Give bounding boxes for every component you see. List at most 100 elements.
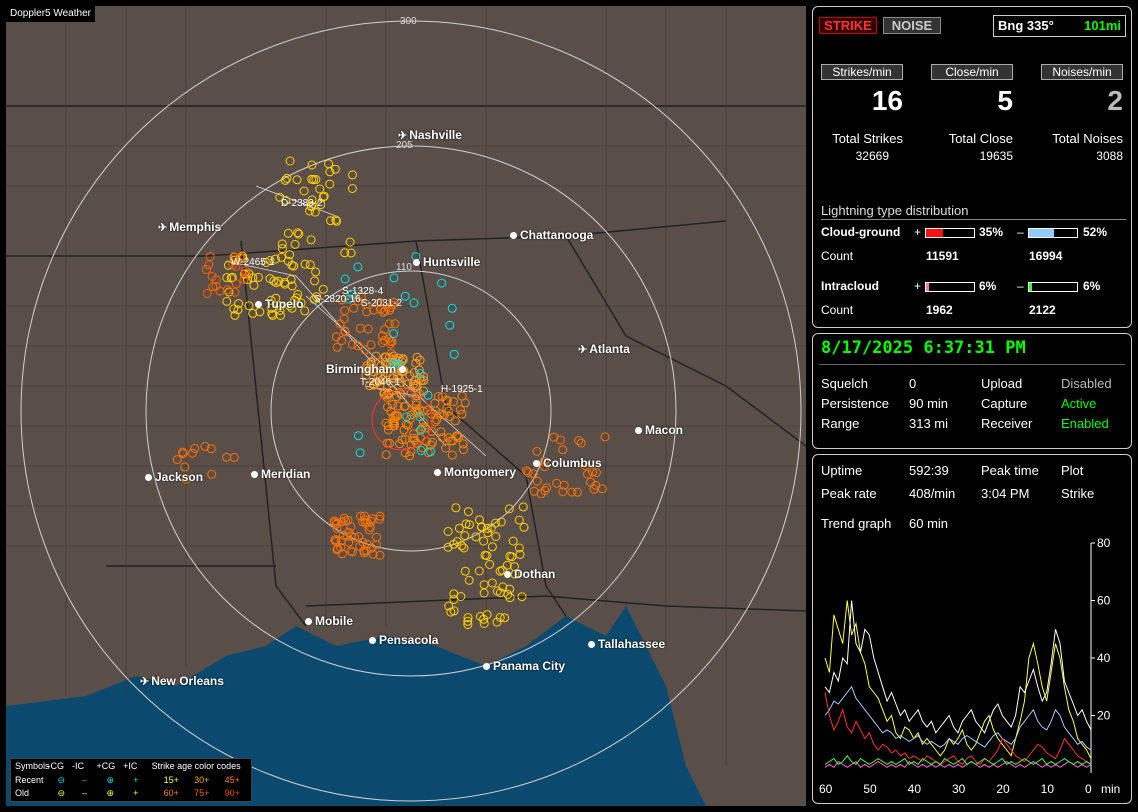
strike-marker	[418, 422, 428, 432]
legend-neg-ic: -IC	[72, 761, 85, 771]
strike-marker	[411, 400, 421, 410]
track-label[interactable]: D-2383-2	[281, 198, 323, 209]
strike-marker	[285, 156, 295, 166]
strike-marker	[443, 527, 453, 536]
strike-mode-button[interactable]: STRIKE	[819, 17, 877, 34]
strike-marker	[495, 566, 505, 576]
strike-marker	[400, 448, 410, 458]
range-rings	[20, 20, 802, 802]
track-label[interactable]: S-2820-16	[314, 294, 361, 305]
strike-marker	[202, 265, 211, 275]
strike-marker	[306, 235, 316, 245]
total-close-value: 19635	[979, 149, 1013, 163]
lightning-map[interactable]: Doppler5 Weather 300 205 110 ✈ Nashville …	[6, 6, 806, 806]
noise-mode-button[interactable]: NOISE	[883, 17, 941, 34]
strike-marker	[368, 364, 378, 374]
recent-strike-marker	[353, 262, 363, 272]
strike-marker	[347, 339, 357, 349]
strike-marker	[249, 280, 259, 290]
squelch-value: 0	[909, 376, 917, 391]
strike-marker	[280, 175, 290, 185]
strike-marker	[410, 406, 420, 416]
recent-strike-marker	[340, 274, 350, 284]
track-label[interactable]: T-2046-1	[360, 377, 401, 388]
strike-marker	[552, 478, 562, 488]
strike-marker	[479, 619, 489, 628]
trend-x-tick-label: 20	[996, 782, 1010, 796]
pos-cg-circle-icon: ⊕	[106, 775, 115, 785]
strike-marker	[463, 613, 473, 623]
persistence-value: 90 min	[909, 396, 949, 411]
trend-y-tick-label: 80	[1097, 537, 1111, 550]
trend-graph-value[interactable]: 60 min	[909, 516, 949, 531]
strike-marker	[390, 319, 400, 329]
ic-positive-bar	[925, 282, 975, 292]
capture-value[interactable]: Active	[1061, 396, 1097, 411]
strike-marker	[384, 388, 394, 398]
strike-marker	[391, 411, 401, 420]
strike-marker	[346, 546, 356, 556]
strike-markers	[172, 156, 610, 630]
strike-marker	[325, 179, 335, 189]
track-label[interactable]: W-2465-1	[231, 257, 275, 268]
neg-ic-dash-icon: –	[82, 775, 88, 785]
strike-marker	[491, 518, 501, 528]
strike-marker	[344, 527, 354, 537]
strike-marker	[293, 289, 303, 299]
city-dot-icon	[145, 474, 152, 482]
strike-marker	[362, 546, 372, 556]
strike-marker	[253, 272, 263, 282]
peak-rate-label: Peak rate	[821, 486, 877, 501]
trend-panel: Uptime 592:39 Peak time Plot Peak rate 4…	[812, 454, 1132, 804]
strike-marker	[330, 535, 340, 545]
strike-marker	[337, 295, 347, 305]
strike-marker	[266, 295, 276, 305]
strike-marker	[380, 325, 390, 335]
recent-strike-marker	[347, 289, 357, 299]
plot-value[interactable]: Strike	[1061, 486, 1095, 501]
track-label[interactable]: S-2031-2	[361, 298, 403, 309]
strike-marker	[406, 446, 416, 456]
strike-marker	[338, 530, 348, 540]
receiver-value[interactable]: Enabled	[1061, 416, 1109, 431]
ring-label-inner: 110	[396, 262, 412, 273]
strikes-min-header[interactable]: Strikes/min	[821, 64, 903, 80]
recent-strike-marker	[409, 298, 419, 308]
upload-value[interactable]: Disabled	[1061, 376, 1112, 391]
total-close-label: Total Close	[948, 131, 1013, 146]
strike-marker	[366, 543, 376, 553]
strike-marker	[451, 503, 461, 513]
strike-marker	[306, 201, 316, 211]
noises-min-header[interactable]: Noises/min	[1041, 64, 1123, 80]
strike-marker	[430, 398, 440, 408]
city-montgomery: Montgomery	[434, 465, 516, 479]
strike-marker	[403, 420, 413, 430]
strike-marker	[285, 301, 294, 311]
strike-marker	[215, 286, 225, 296]
strike-marker	[397, 357, 407, 367]
trend-x-tick-label: 60	[819, 782, 833, 796]
legend-neg-cg: -CG	[47, 761, 65, 771]
city-dot-icon	[413, 259, 420, 267]
age-45: 45+	[224, 775, 240, 785]
recent-strike-marker	[416, 446, 426, 455]
strike-marker	[277, 239, 287, 249]
strike-marker	[346, 522, 356, 532]
strike-marker	[389, 297, 399, 307]
strike-marker	[285, 250, 295, 260]
strike-marker	[207, 469, 217, 479]
city-atlanta: ✈ Atlanta	[578, 342, 630, 356]
ring-label-middle: 205	[396, 140, 413, 151]
strike-marker	[230, 287, 240, 297]
track-label[interactable]: S-1328-4	[342, 286, 384, 297]
strike-marker	[305, 260, 315, 270]
strike-marker	[190, 443, 200, 453]
close-min-header[interactable]: Close/min	[931, 64, 1013, 80]
strike-marker	[180, 462, 190, 472]
airport-icon: ✈	[158, 222, 168, 234]
strike-marker	[277, 252, 286, 262]
track-label[interactable]: H-1925-1	[441, 384, 483, 395]
strike-marker	[464, 520, 474, 530]
strike-marker	[315, 184, 325, 194]
state-borders	[6, 105, 806, 627]
